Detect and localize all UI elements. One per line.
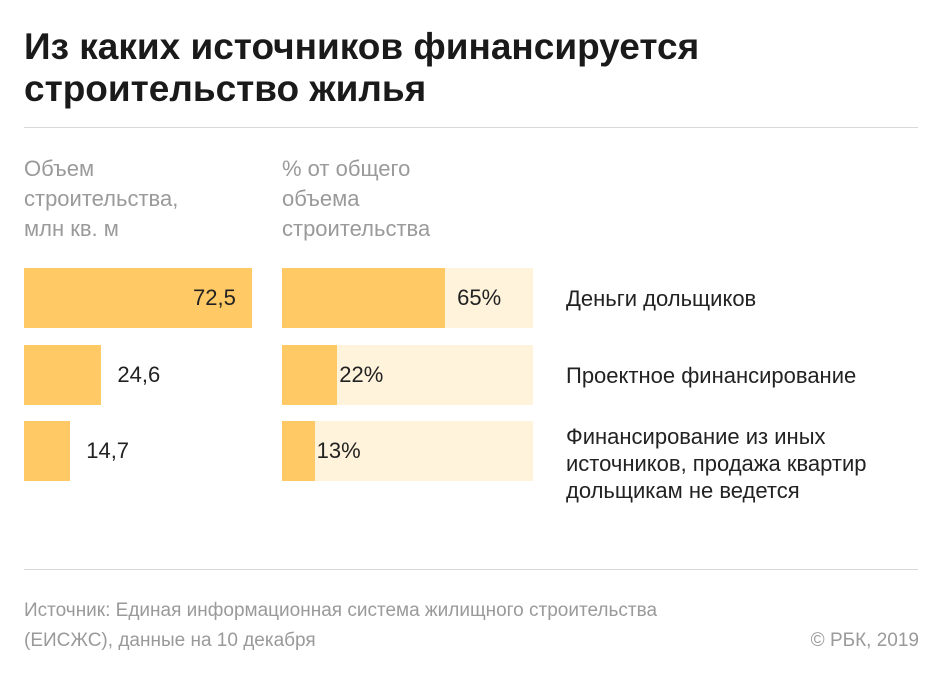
category-label-line: Проектное финансирование [566,362,857,388]
chart-title: Из каких источников финансируется строит… [24,26,914,110]
chart-title-line-2: строительство жилья [24,68,427,109]
share-bar [282,345,338,405]
volume-bar [24,421,71,481]
category-label: Финансирование из иных источников, продаж… [566,423,866,504]
volume-column-header: Объем строительства, млн кв. м [24,154,178,244]
share-value-label: 65% [457,285,502,310]
volume-bar [24,268,252,328]
category-label-line: дольщикам не ведется [566,478,800,503]
volume-header-line-1: Объем [24,156,95,181]
source-note: Источник: Единая информационная система … [24,596,657,656]
category-label-line: источников, продажа квартир [566,451,867,476]
bottom-divider [24,569,918,570]
share-bar-track [282,421,533,481]
share-bar-track [282,268,533,328]
share-bar-track [282,345,533,405]
share-bar [282,421,315,481]
source-line-2: (ЕИСЖС), данные на 10 декабря [24,630,316,651]
share-header-line-1: % от общего [282,156,411,181]
source-line-1: Источник: Единая информационная система … [24,600,658,621]
volume-header-line-2: строительства, [24,186,179,211]
category-label-line: Финансирование из иных [566,424,826,449]
chart-title-line-1: Из каких источников финансируется [24,26,700,67]
share-value-label: 22% [339,362,384,387]
volume-value-label: 24,6 [117,362,161,387]
volume-bar [24,345,102,405]
category-label: Проектное финансирование [566,362,856,389]
volume-value-label: 14,7 [86,438,130,463]
volume-header-line-3: млн кв. м [24,216,119,241]
share-header-line-2: объема [282,186,360,211]
copyright: © РБК, 2019 [810,630,919,651]
category-label: Деньги дольщиков [566,285,756,312]
share-value-label: 13% [316,438,361,463]
category-label-line: Деньги дольщиков [566,285,757,311]
volume-value-label: 72,5 [193,285,236,310]
share-header-line-3: строительства [282,216,431,241]
share-column-header: % от общего объема строительства [282,154,430,244]
share-bar [282,268,446,328]
top-divider [24,127,918,128]
